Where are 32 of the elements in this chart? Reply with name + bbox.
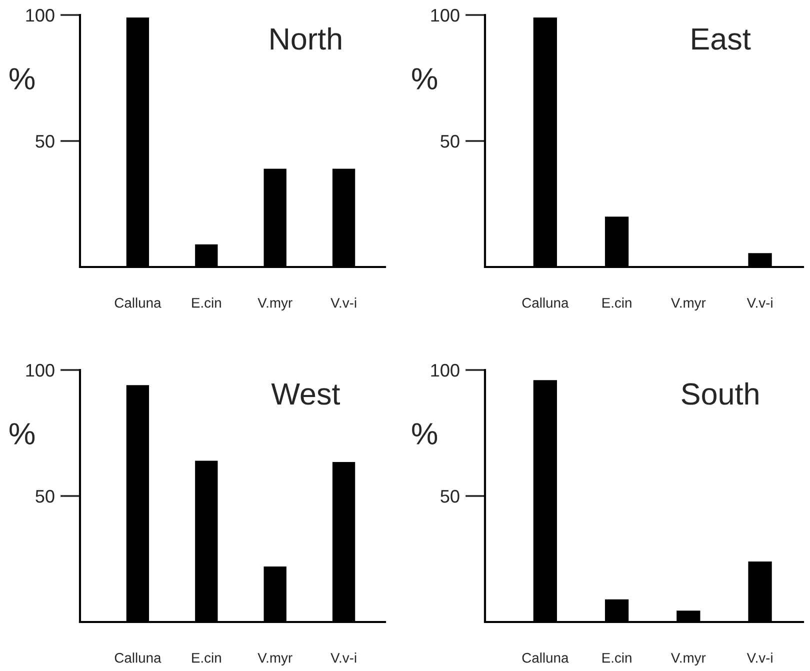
x-tick-label: Calluna [522, 652, 569, 663]
y-tick-label: 50 [36, 134, 54, 148]
chart-title: East [692, 28, 751, 50]
chart-title: South [682, 382, 758, 405]
y-tick-label: 100 [431, 364, 460, 377]
y-axis-title: % [10, 68, 35, 90]
x-tick-label: E.cin [192, 298, 221, 308]
x-tick-label: V.v-i [330, 652, 356, 663]
y-axis-title: % [412, 423, 438, 444]
chart-title: West [271, 383, 340, 405]
x-tick-label: Calluna [114, 298, 162, 308]
x-tick-label: V.v-i [746, 298, 772, 308]
x-tick-label: V.myr [670, 653, 706, 666]
y-tick-label: 100 [26, 364, 54, 377]
y-tick-label: 100 [431, 8, 460, 22]
chart-title: North [270, 27, 342, 50]
x-tick-label: Calluna [114, 652, 162, 663]
x-tick-label: E.cin [602, 652, 632, 663]
x-tick-label: V.myr [258, 653, 292, 666]
y-tick-label: 50 [440, 134, 460, 148]
y-tick-label: 50 [440, 490, 460, 503]
x-tick-label: V.myr [670, 298, 706, 311]
y-axis-title: % [10, 423, 35, 444]
x-tick-label: Calluna [522, 298, 569, 308]
x-tick-label: V.v-i [746, 652, 772, 663]
x-tick-label: V.myr [258, 298, 292, 311]
y-tick-label: 50 [36, 490, 54, 503]
y-axis-title: % [412, 68, 438, 90]
x-tick-label: E.cin [192, 652, 221, 663]
x-tick-label: V.v-i [330, 298, 356, 308]
x-tick-label: E.cin [602, 298, 632, 308]
y-tick-label: 100 [26, 8, 54, 22]
